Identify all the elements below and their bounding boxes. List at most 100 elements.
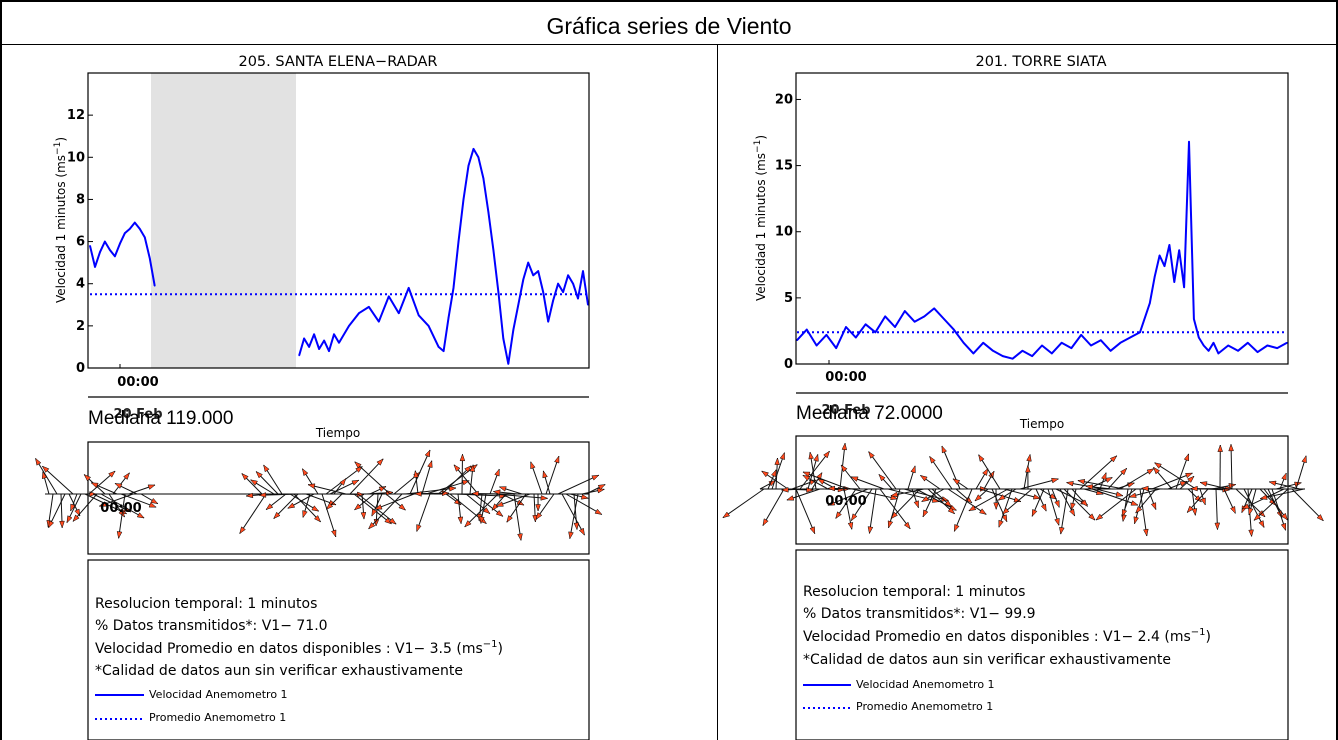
y-tick-label: 5: [784, 291, 793, 306]
vector-head: [954, 524, 960, 533]
x-tick-label: 00:00: [117, 375, 158, 390]
vector-head: [530, 461, 536, 470]
vector-tick-label: 00:00: [100, 501, 141, 516]
y-axis-ticks: 0 2 4 6 8 10 12: [67, 108, 93, 376]
data-point: [1212, 342, 1215, 344]
vector-head: [1059, 527, 1065, 535]
y-tick-label: 2: [76, 319, 85, 334]
vector-head: [1121, 509, 1128, 518]
vector-head: [850, 476, 859, 482]
vector-head: [448, 486, 457, 492]
y-tick-label: 8: [76, 192, 85, 207]
data-point: [1276, 347, 1278, 349]
wind-vectors: [35, 449, 606, 542]
data-point: [462, 198, 465, 201]
vector-head: [922, 509, 929, 518]
vector-head: [116, 531, 123, 540]
vector-shaft: [92, 493, 132, 513]
vector-head: [1109, 455, 1118, 463]
vector-head: [48, 520, 55, 529]
data-point: [467, 164, 470, 167]
vector-shaft: [890, 488, 921, 519]
data-point: [1129, 336, 1131, 339]
vector-head: [1049, 493, 1058, 500]
page-title: Gráfica series de Viento: [546, 13, 792, 39]
vector-head: [1200, 497, 1206, 506]
stats-promedio: Velocidad Promedio en datos disponibles …: [95, 639, 503, 657]
data-point: [577, 297, 579, 300]
vector-head: [302, 510, 308, 519]
vector-head: [770, 469, 777, 478]
data-point: [398, 312, 400, 315]
vector-head: [1150, 502, 1157, 511]
vector-plot-frame: [87, 441, 590, 555]
vector-head: [910, 465, 916, 474]
legend-label-velocidad: Velocidad Anemometro 1: [149, 688, 288, 701]
vector-shaft: [42, 465, 74, 495]
y-tick-label: 10: [67, 150, 85, 165]
vector-head: [355, 466, 363, 473]
data-point: [874, 331, 877, 334]
vector-head: [1001, 514, 1008, 523]
vector-shaft: [979, 488, 1022, 503]
series-velocidad: [796, 140, 1288, 360]
vector-shaft: [513, 493, 522, 541]
data-point: [1227, 344, 1229, 347]
vector-head: [535, 512, 543, 520]
vector-shaft: [1151, 472, 1193, 490]
vector-head: [150, 497, 159, 505]
vector-head: [1186, 505, 1194, 514]
vector-head: [813, 453, 819, 462]
vector-head: [944, 500, 953, 508]
vector-head: [993, 502, 999, 511]
vector-head: [494, 468, 500, 477]
vector-head: [287, 502, 296, 509]
panel-torre-siata: 201. TORRE SIATA 0 5 10 15 20 00:00 Velocida…: [722, 54, 1324, 740]
data-point: [972, 352, 975, 355]
data-point: [522, 278, 525, 281]
vector-head: [850, 513, 858, 522]
vector-head: [1185, 472, 1194, 479]
data-point: [943, 318, 945, 320]
vector-head: [424, 449, 431, 458]
vector-shaft: [259, 493, 303, 496]
stats-calidad: *Calidad de datos aun sin verificar exha…: [95, 663, 463, 679]
vector-shaft: [1077, 480, 1125, 490]
data-point: [962, 342, 965, 344]
vector-head: [1280, 522, 1287, 531]
vector-shaft: [868, 488, 877, 534]
data-point: [333, 333, 335, 336]
vector-head: [779, 451, 785, 460]
data-point: [864, 323, 867, 326]
data-point: [497, 291, 500, 293]
data-point: [89, 245, 91, 247]
vector-head: [413, 469, 419, 478]
vector-head: [568, 531, 574, 540]
vector-head: [1268, 480, 1277, 487]
vector-head: [761, 470, 769, 478]
vector-shaft: [1091, 488, 1139, 506]
vector-head: [1032, 494, 1041, 500]
vector-shaft: [565, 493, 603, 515]
vector-head: [453, 464, 461, 472]
vector-head: [868, 451, 875, 459]
missing-data-region: [151, 73, 296, 368]
vector-head: [311, 505, 320, 512]
data-point: [537, 270, 539, 272]
vector-shaft: [453, 493, 507, 497]
data-point: [1090, 344, 1092, 347]
vector-head: [535, 504, 541, 512]
vector-head: [114, 483, 123, 489]
vector-shaft: [100, 493, 145, 519]
vector-head: [827, 485, 836, 492]
vector-head: [249, 479, 258, 486]
vector-head: [123, 472, 130, 480]
vector-head: [98, 501, 107, 507]
vector-shaft: [968, 488, 1009, 512]
data-point: [1119, 342, 1122, 344]
vector-head: [388, 517, 397, 525]
data-point: [472, 148, 475, 150]
vector-shaft: [799, 450, 830, 490]
vector-head: [263, 464, 270, 473]
vector-head: [840, 464, 848, 473]
